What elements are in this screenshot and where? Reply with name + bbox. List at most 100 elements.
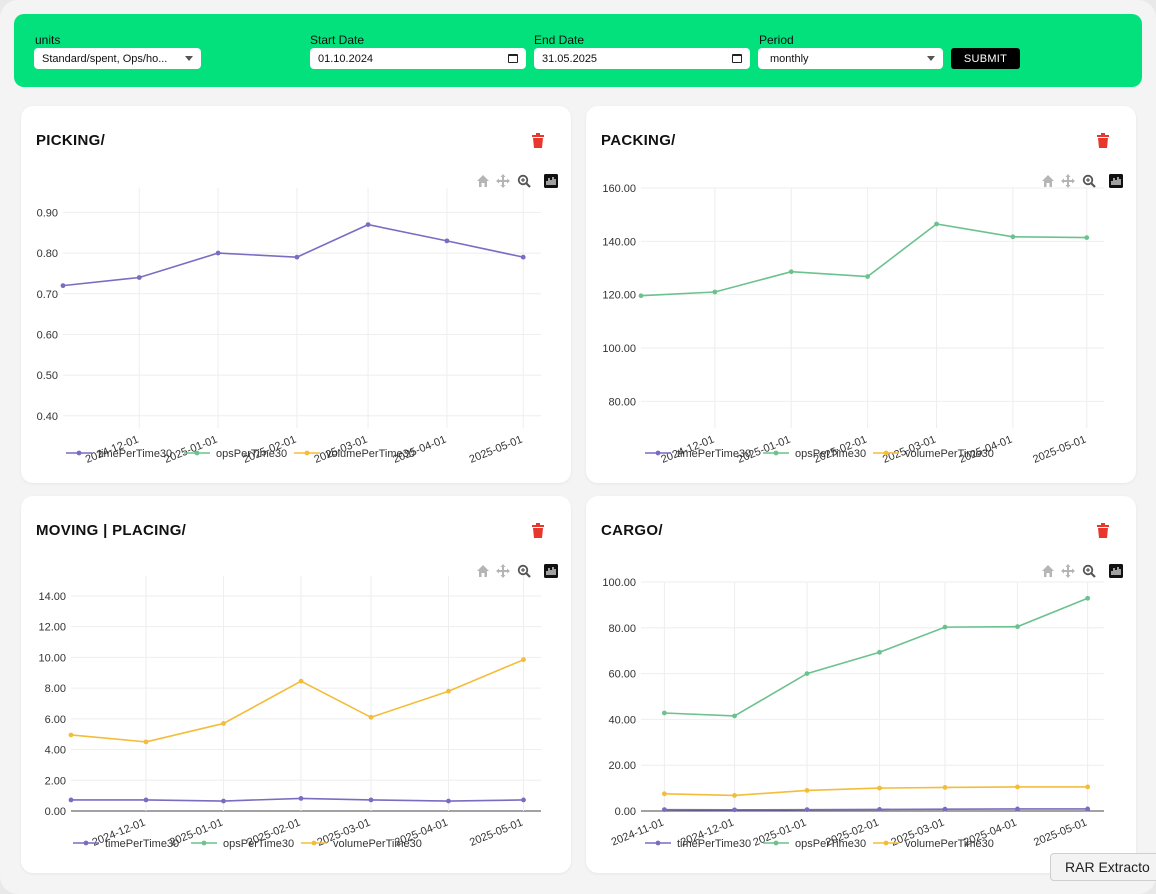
data-point-timePerTime30 <box>294 254 300 260</box>
data-point-timePerTime30 <box>520 254 526 260</box>
period-label: Period <box>759 33 794 47</box>
period-select[interactable]: monthly <box>758 48 943 69</box>
period-select-value: monthly <box>770 52 809 65</box>
legend-item-timePerTime30[interactable]: timePerTime30 <box>66 448 172 460</box>
data-point-timePerTime30 <box>1015 806 1020 812</box>
y-tick-label: 40.00 <box>608 714 636 726</box>
chart-modebar <box>476 564 566 580</box>
series-line-timePerTime30 <box>62 223 524 287</box>
home-icon[interactable] <box>476 174 490 188</box>
data-point-opsPerTime30 <box>877 649 882 655</box>
home-icon[interactable] <box>1041 564 1055 578</box>
data-point-volumePerTime30 <box>661 791 667 797</box>
trash-icon[interactable] <box>1097 523 1109 538</box>
legend-label: volumePerTime30 <box>905 838 994 850</box>
chart-modebar <box>1041 174 1131 190</box>
trash-icon[interactable] <box>1097 133 1109 148</box>
chevron-down-icon <box>185 56 193 61</box>
plotly-logo-icon[interactable] <box>544 174 558 188</box>
legend-item-volumePerTime30[interactable]: volumePerTime30 <box>873 448 994 460</box>
pan-icon[interactable] <box>1061 564 1075 578</box>
data-point-opsPerTime30 <box>1085 595 1091 601</box>
data-point-opsPerTime30 <box>865 274 870 279</box>
y-tick-label: 60.00 <box>608 669 636 681</box>
legend-item-volumePerTime30[interactable]: volumePerTime30 <box>294 448 415 460</box>
zoom-icon[interactable] <box>517 174 531 188</box>
data-point-volumePerTime30 <box>804 787 810 793</box>
calendar-icon[interactable] <box>508 54 518 63</box>
legend-item-opsPerTime30[interactable]: opsPerTime30 <box>184 448 287 460</box>
chart-title: PACKING/ <box>601 132 676 149</box>
y-tick-label: 0.70 <box>37 289 58 301</box>
y-tick-label: 0.40 <box>37 411 58 423</box>
data-point-timePerTime30 <box>368 797 374 803</box>
plotly-logo-icon[interactable] <box>1109 174 1123 188</box>
zoom-icon[interactable] <box>1082 174 1096 188</box>
units-select[interactable]: Standard/spent, Ops/ho... <box>34 48 201 69</box>
chart-title: MOVING | PLACING/ <box>36 522 187 539</box>
data-point-opsPerTime30 <box>712 289 718 295</box>
y-tick-label: 0.00 <box>615 806 636 818</box>
trash-icon[interactable] <box>532 523 544 538</box>
data-point-timePerTime30 <box>68 797 74 803</box>
y-tick-label: 100.00 <box>602 577 636 589</box>
data-point-opsPerTime30 <box>1010 234 1016 240</box>
pan-icon[interactable] <box>496 564 510 578</box>
legend-label: opsPerTime30 <box>216 448 287 460</box>
legend-item-volumePerTime30[interactable]: volumePerTime30 <box>873 838 994 850</box>
y-tick-label: 0.50 <box>37 370 58 382</box>
legend-label: timePerTime30 <box>98 448 172 460</box>
legend-item-volumePerTime30[interactable]: volumePerTime30 <box>301 838 422 850</box>
x-tick-label: 2025-05-01 <box>468 434 525 466</box>
legend-item-timePerTime30[interactable]: timePerTime30 <box>645 838 751 850</box>
start-date-label: Start Date <box>310 33 365 47</box>
legend-item-opsPerTime30[interactable]: opsPerTime30 <box>763 448 866 460</box>
pan-icon[interactable] <box>496 174 510 188</box>
legend-item-timePerTime30[interactable]: timePerTime30 <box>73 838 179 850</box>
legend-label: volumePerTime30 <box>326 448 415 460</box>
data-point-timePerTime30 <box>298 796 304 801</box>
plotly-logo-icon[interactable] <box>1109 564 1123 578</box>
chart-card-cargo: CARGO/0.00 20.00 40.00 60.00 80.00 100.00 2024… <box>586 496 1136 873</box>
data-point-timePerTime30 <box>877 806 882 812</box>
plotly-logo-icon[interactable] <box>544 564 558 578</box>
y-tick-label: 8.00 <box>45 683 66 695</box>
data-point-timePerTime30 <box>215 250 221 256</box>
start-date-input[interactable]: 01.10.2024 <box>310 48 526 69</box>
y-tick-label: 6.00 <box>45 714 66 726</box>
data-point-timePerTime30 <box>942 806 948 812</box>
zoom-icon[interactable] <box>517 564 531 578</box>
taskbar-item-rar-extractor[interactable]: RAR Extracto <box>1050 853 1156 881</box>
legend-item-opsPerTime30[interactable]: opsPerTime30 <box>763 838 866 850</box>
submit-button[interactable]: SUBMIT <box>951 48 1020 69</box>
legend-item-opsPerTime30[interactable]: opsPerTime30 <box>191 838 294 850</box>
end-date-input[interactable]: 31.05.2025 <box>534 48 750 69</box>
trash-icon[interactable] <box>532 133 544 148</box>
end-date-label: End Date <box>534 33 585 47</box>
home-icon[interactable] <box>1041 174 1055 188</box>
chart-modebar <box>1041 564 1131 580</box>
data-point-volumePerTime30 <box>446 688 451 694</box>
calendar-icon[interactable] <box>732 54 742 63</box>
y-tick-label: 100.00 <box>602 343 636 355</box>
series-line-volumePerTime30 <box>70 658 524 743</box>
units-label: units <box>35 33 61 47</box>
y-tick-label: 80.00 <box>608 396 636 408</box>
home-icon[interactable] <box>476 564 490 578</box>
y-tick-label: 0.60 <box>37 329 58 341</box>
pan-icon[interactable] <box>1061 174 1075 188</box>
chart-title: CARGO/ <box>601 522 663 539</box>
data-point-opsPerTime30 <box>788 269 794 275</box>
legend-item-timePerTime30[interactable]: timePerTime30 <box>645 448 751 460</box>
y-tick-label: 12.00 <box>38 622 66 634</box>
series-line-timePerTime30 <box>664 808 1088 811</box>
zoom-icon[interactable] <box>1082 564 1096 578</box>
data-point-opsPerTime30 <box>1015 624 1020 630</box>
data-point-timePerTime30 <box>136 275 142 280</box>
y-tick-label: 120.00 <box>602 290 636 302</box>
data-point-opsPerTime30 <box>942 624 948 630</box>
series-line-opsPerTime30 <box>664 597 1088 717</box>
start-date-value: 01.10.2024 <box>318 52 374 65</box>
series-line-opsPerTime30 <box>640 223 1087 297</box>
y-tick-label: 20.00 <box>608 760 636 772</box>
